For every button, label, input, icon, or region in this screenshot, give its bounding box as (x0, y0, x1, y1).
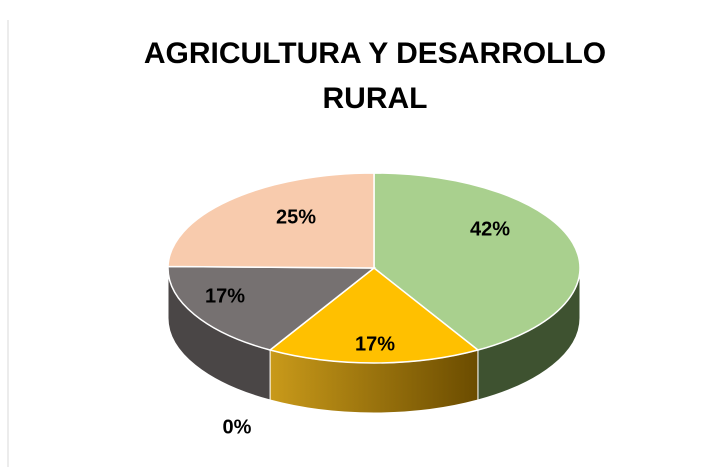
data-label: 42% (470, 218, 510, 240)
pie-slice (167, 265, 377, 351)
data-label: 17% (205, 285, 245, 307)
data-label: 0% (223, 416, 252, 438)
pie-slice (373, 172, 581, 351)
pie-slice (268, 267, 480, 364)
pie-slice (167, 172, 375, 269)
data-label: 25% (276, 206, 316, 228)
data-label: 17% (355, 333, 395, 355)
chart-title: AGRICULTURA Y DESARROLLO (144, 37, 606, 70)
chart-title: RURAL (323, 82, 428, 115)
